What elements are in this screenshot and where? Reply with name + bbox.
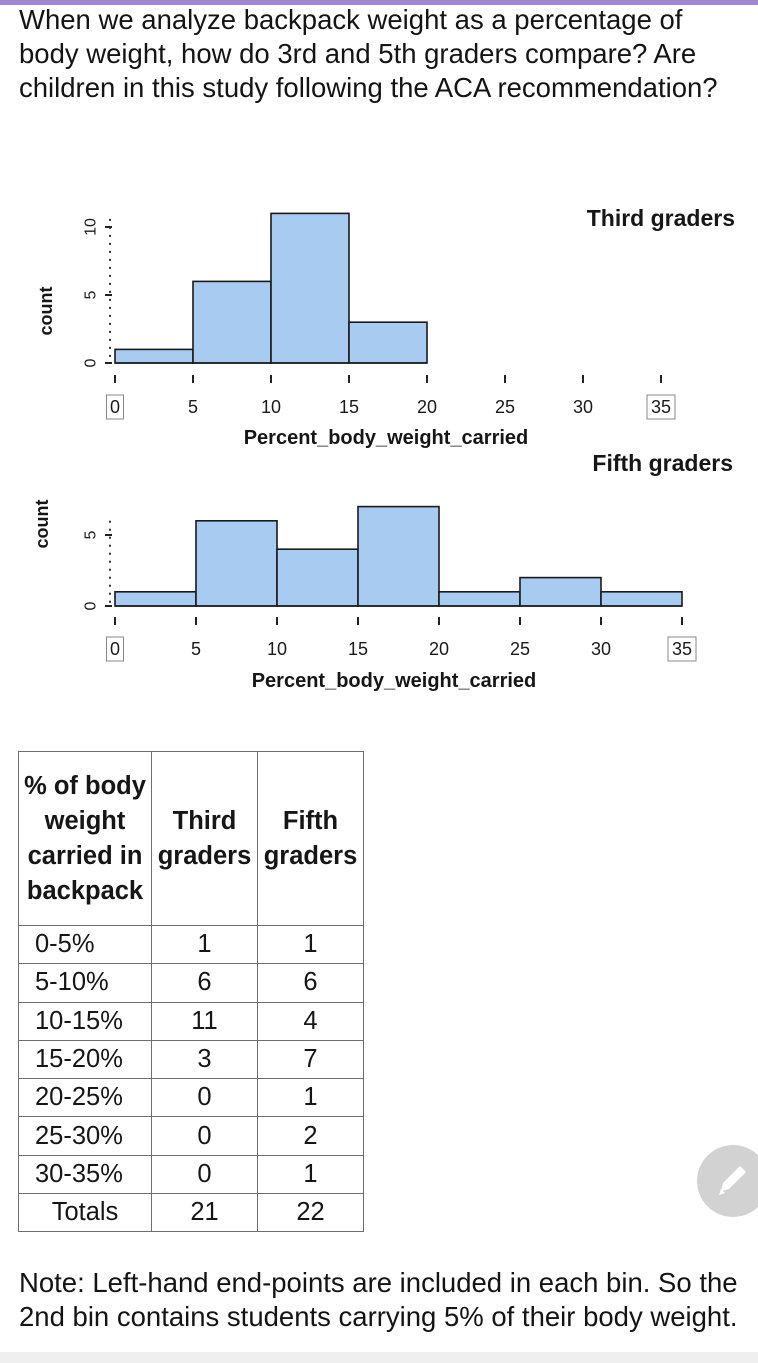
y-tick-label: 10	[83, 218, 100, 236]
histogram-bar	[276, 548, 359, 607]
question-text: When we analyze backpack weight as a per…	[19, 4, 718, 103]
bin-label-cell: Totals	[18, 1193, 152, 1233]
third-count-cell: 21	[151, 1193, 258, 1233]
table-row: 25-30% 0 2	[18, 1116, 364, 1156]
x-tick-label: 30	[591, 639, 611, 659]
y-tick-label: 0	[83, 358, 100, 367]
pencil-icon	[719, 1166, 746, 1195]
bin-label-cell: 5-10%	[18, 963, 152, 1003]
fifth-count-cell: 4	[257, 1001, 364, 1041]
histogram-bar	[195, 520, 278, 607]
chart-title: Fifth graders	[592, 450, 733, 476]
fifth-count-cell: 6	[257, 963, 364, 1003]
bin-label-cell: 0-5%	[18, 924, 152, 965]
y-tick-label: 5	[83, 530, 100, 539]
third-count-cell: 0	[151, 1154, 258, 1195]
x-tick-label: 10	[267, 639, 287, 659]
x-tick-label: 0	[110, 639, 120, 659]
table-row: 10-15% 11 4	[18, 1001, 364, 1041]
x-tick-label: 35	[672, 639, 692, 659]
bin-label-cell: 10-15%	[18, 1001, 152, 1041]
third-count-cell: 6	[151, 963, 258, 1003]
table-row: 5-10% 6 6	[18, 963, 364, 1003]
histogram-bar	[192, 280, 272, 364]
histogram-bar	[270, 212, 350, 364]
table-row: 20-25% 0 1	[18, 1078, 364, 1118]
third-graders-histogram: Third graders 0 5 10 count 0 5 10 15 20 25 30 35 Perc…	[36, 205, 735, 449]
histogram-bar	[357, 505, 440, 607]
histogram-bar	[600, 591, 683, 607]
x-tick-box	[646, 394, 676, 420]
x-tick-label: 25	[510, 639, 530, 659]
fifth-count-cell: 7	[257, 1039, 364, 1080]
x-tick-label: 15	[339, 397, 359, 417]
y-axis-label: count	[36, 287, 56, 336]
table-row: 30-35% 0 1	[18, 1154, 364, 1195]
third-count-cell: 11	[151, 1001, 258, 1041]
histogram-bar	[114, 348, 194, 364]
table-row: 0-5% 1 1	[18, 924, 364, 965]
fifth-graders-histogram: Fifth graders 0 5 count 0 5 10 15 20 25 30 35 Percen…	[32, 450, 733, 692]
table-header-cell: % of body weight carried in backpack	[18, 751, 152, 926]
fifth-count-cell: 1	[257, 1078, 364, 1118]
x-tick-label: 20	[429, 639, 449, 659]
table-header-cell: Third graders	[151, 751, 258, 926]
totals-row: Totals 21 22	[18, 1193, 364, 1233]
y-tick-label: 5	[83, 290, 100, 299]
edit-button[interactable]	[697, 1145, 758, 1217]
table-row: 15-20% 3 7	[18, 1039, 364, 1080]
bottom-bar	[0, 1352, 758, 1363]
table-header-row: % of body weight carried in backpack Thi…	[18, 751, 364, 926]
third-count-cell: 1	[151, 924, 258, 965]
x-tick-label: 15	[348, 639, 368, 659]
y-axis-label: count	[32, 500, 52, 549]
counts-table: % of body weight carried in backpack Thi…	[18, 751, 364, 1233]
note-text: Note: Left-hand end-points are included …	[19, 1267, 738, 1332]
third-count-cell: 3	[151, 1039, 258, 1080]
bin-label-cell: 30-35%	[18, 1154, 152, 1195]
third-count-cell: 0	[151, 1078, 258, 1118]
x-tick-box	[106, 394, 124, 420]
histogram-bar	[438, 591, 521, 607]
x-tick-label: 0	[110, 397, 120, 417]
x-tick-label: 25	[495, 397, 515, 417]
x-tick-label: 35	[651, 397, 671, 417]
x-tick-label: 20	[417, 397, 437, 417]
table-header-cell: Fifth graders	[257, 751, 364, 926]
bin-label-cell: 15-20%	[18, 1039, 152, 1080]
bin-label-cell: 20-25%	[18, 1078, 152, 1118]
histogram-bar	[114, 591, 197, 607]
x-tick-box	[667, 636, 697, 662]
fifth-count-cell: 1	[257, 1154, 364, 1195]
top-accent-bar	[0, 0, 758, 5]
x-tick-box	[106, 636, 124, 662]
fifth-count-cell: 2	[257, 1116, 364, 1156]
third-count-cell: 0	[151, 1116, 258, 1156]
x-tick-label: 10	[261, 397, 281, 417]
bin-label-cell: 25-30%	[18, 1116, 152, 1156]
histogram-bar	[519, 576, 602, 607]
fifth-count-cell: 1	[257, 924, 364, 965]
y-tick-label: 0	[83, 601, 100, 610]
x-tick-label: 5	[188, 397, 198, 417]
fifth-count-cell: 22	[257, 1193, 364, 1233]
x-tick-label: 30	[573, 397, 593, 417]
x-tick-label: 5	[191, 639, 201, 659]
histogram-bar	[348, 321, 428, 364]
x-axis-label: Percent_body_weight_carried	[244, 427, 529, 449]
chart-title: Third graders	[587, 205, 735, 231]
x-axis-label: Percent_body_weight_carried	[252, 670, 537, 692]
